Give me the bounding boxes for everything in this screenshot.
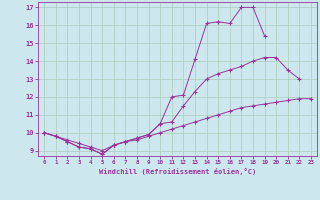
X-axis label: Windchill (Refroidissement éolien,°C): Windchill (Refroidissement éolien,°C) xyxy=(99,168,256,175)
